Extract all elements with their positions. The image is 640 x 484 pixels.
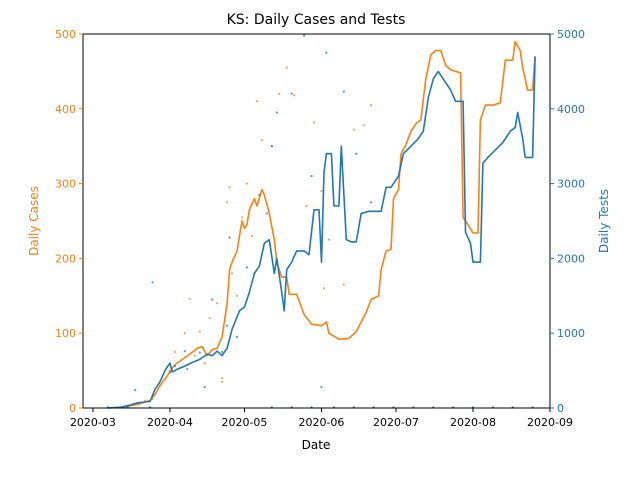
tests-point-0 <box>134 388 137 392</box>
tests-point-21 <box>310 175 313 178</box>
tests-point-1 <box>151 281 154 284</box>
cases-point-19 <box>250 234 253 238</box>
cases-point-12 <box>221 377 224 380</box>
tests-point-24 <box>342 90 345 93</box>
x-tick-label-3: 2020-06 <box>298 416 344 429</box>
tests-point-26 <box>370 201 373 204</box>
y-left-tick-label-0: 0 <box>69 402 76 415</box>
series-0-line <box>107 40 536 409</box>
series-1-line <box>107 56 536 409</box>
cases-point-11 <box>221 380 224 383</box>
tests-point-16 <box>265 212 268 215</box>
series-2-scatter <box>144 66 373 402</box>
y-axis-left: 0 100 200 300 400 500 <box>55 28 83 415</box>
cases-point-9 <box>208 317 211 320</box>
tests-point-20 <box>303 34 306 37</box>
x-tick-label-0: 2020-03 <box>70 416 116 429</box>
cases-point-17 <box>240 216 244 219</box>
cases-point-6 <box>193 354 196 357</box>
tests-point-2 <box>168 371 171 374</box>
cases-point-4 <box>183 332 186 335</box>
cases-point-20 <box>255 100 258 103</box>
tests-point-10 <box>226 324 229 327</box>
x-tick-label-4: 2020-07 <box>373 416 419 429</box>
cases-point-8 <box>203 362 206 365</box>
cases-point-18 <box>245 182 248 185</box>
cases-point-0 <box>144 399 147 402</box>
tests-point-12 <box>235 335 239 338</box>
chart-title: KS: Daily Cases and Tests <box>227 12 406 28</box>
cases-point-32 <box>352 128 355 131</box>
cases-point-16 <box>235 294 239 297</box>
y-left-tick-label-2: 200 <box>55 252 76 265</box>
y-left-tick-label-4: 400 <box>55 103 76 116</box>
cases-point-33 <box>362 124 365 127</box>
cases-point-26 <box>305 204 308 208</box>
tests-point-13 <box>245 266 248 269</box>
y-axis-left-label: Daily Cases <box>27 186 41 256</box>
tests-point-25 <box>355 152 358 155</box>
y-right-tick-label-1: 1000 <box>557 327 585 340</box>
daily-cases-line <box>107 40 536 409</box>
y-right-tick-label-5: 5000 <box>557 28 585 41</box>
x-tick-label-5: 2020-08 <box>450 416 496 429</box>
cases-point-29 <box>322 287 326 290</box>
plot-frame <box>82 33 551 409</box>
cases-point-21 <box>260 139 263 142</box>
tests-point-17 <box>270 145 273 148</box>
y-right-tick-label-3: 3000 <box>557 178 585 191</box>
y-right-tick-label-4: 4000 <box>557 103 585 116</box>
cases-point-1 <box>151 397 154 401</box>
tests-point-23 <box>325 51 328 54</box>
series-3-scatter <box>134 34 373 392</box>
cases-point-31 <box>342 283 345 286</box>
cases-point-34 <box>370 104 373 107</box>
cases-point-5 <box>188 297 191 300</box>
y-right-tick-label-2: 2000 <box>557 252 585 265</box>
y-left-tick-label-5: 500 <box>55 28 76 41</box>
y-left-tick-label-3: 300 <box>55 178 76 191</box>
cases-point-24 <box>285 66 288 69</box>
cases-point-25 <box>293 94 296 97</box>
tests-point-3 <box>173 365 176 368</box>
x-axis: 2020-03 2020-04 2020-05 2020-06 2020-07 2020-… <box>70 408 573 429</box>
y-left-tick-label-1: 100 <box>55 327 76 340</box>
y-axis-right: 0 1000 2000 3000 4000 5000 <box>550 28 585 415</box>
cases-point-3 <box>173 350 176 353</box>
cases-point-14 <box>228 186 231 189</box>
tests-point-5 <box>186 368 189 371</box>
tests-point-11 <box>228 236 231 239</box>
daily-tests-line <box>107 56 536 409</box>
tests-point-19 <box>290 92 293 95</box>
series-layer <box>106 34 536 409</box>
x-tick-label-1: 2020-04 <box>147 416 193 429</box>
y-axis-right-label: Daily Tests <box>597 189 611 253</box>
tests-point-4 <box>183 350 186 353</box>
cases-point-7 <box>198 330 201 333</box>
tests-point-9 <box>221 350 224 353</box>
tests-point-18 <box>275 111 278 114</box>
cases-point-23 <box>278 92 281 95</box>
cases-point-13 <box>226 201 229 204</box>
tests-point-14 <box>253 272 256 275</box>
cases-point-27 <box>312 121 316 124</box>
tests-point-8 <box>211 298 214 301</box>
x-tick-label-6: 2020-09 <box>527 416 573 429</box>
tests-point-6 <box>198 351 201 354</box>
y-right-tick-label-0: 0 <box>557 402 564 415</box>
x-axis-label: Date <box>302 438 331 452</box>
tests-point-7 <box>203 386 206 389</box>
tests-point-15 <box>258 193 261 196</box>
x-tick-label-2: 2020-05 <box>221 416 267 429</box>
cases-point-15 <box>230 272 234 275</box>
tests-point-22 <box>320 386 323 389</box>
cases-point-30 <box>327 238 330 241</box>
cases-point-28 <box>320 190 323 193</box>
cases-point-10 <box>216 302 219 305</box>
